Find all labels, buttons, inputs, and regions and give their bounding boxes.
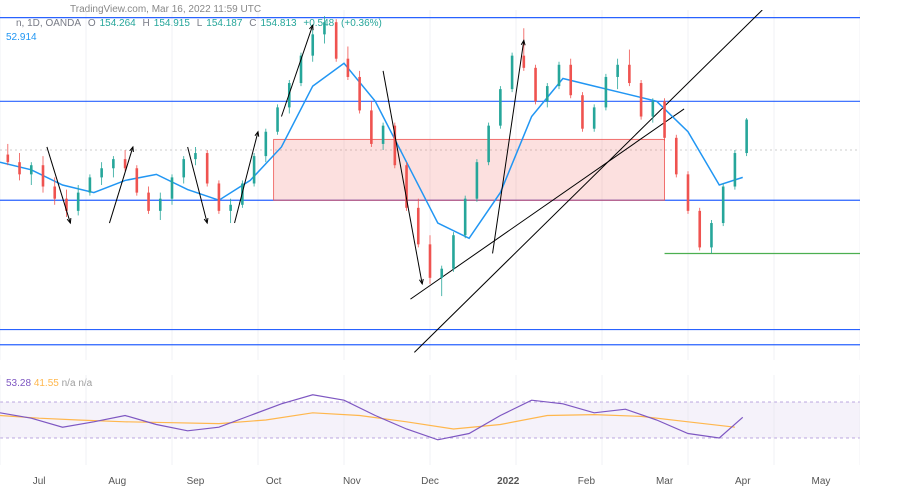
xaxis-label: Oct	[235, 476, 313, 494]
xaxis-label: Aug	[78, 476, 156, 494]
indicator-chart[interactable]	[0, 375, 860, 465]
xaxis-label: Dec	[391, 476, 469, 494]
xaxis-label: Jul	[0, 476, 78, 494]
arrow-line	[281, 25, 312, 116]
arrow-line	[47, 147, 70, 223]
price-chart[interactable]	[0, 10, 860, 360]
xaxis-label: Nov	[313, 476, 391, 494]
trend-line	[410, 109, 684, 299]
xaxis-label: Feb	[547, 476, 625, 494]
xaxis-label: Sep	[156, 476, 234, 494]
xaxis-label: Mar	[626, 476, 704, 494]
x-axis: JulAugSepOctNovDec2022FebMarAprMay	[0, 476, 860, 494]
supply-zone-rect	[274, 139, 665, 200]
xaxis-label: Apr	[704, 476, 782, 494]
chart-container: TradingView.com, Mar 16, 2022 11:59 UTC …	[0, 0, 900, 500]
xaxis-label: May	[782, 476, 860, 494]
xaxis-label: 2022	[469, 476, 547, 494]
arrow-line	[188, 147, 208, 223]
